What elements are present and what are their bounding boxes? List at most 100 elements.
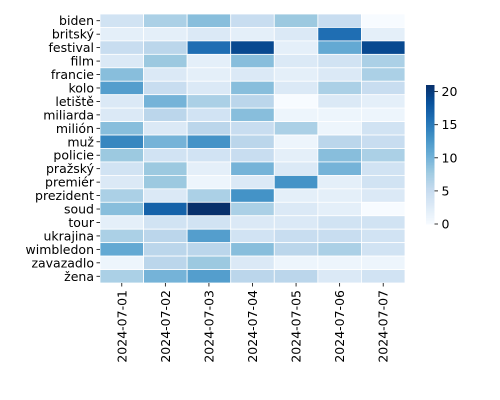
heatmap-cell <box>186 94 232 109</box>
colorbar-segment <box>426 134 435 137</box>
colorbar-segment <box>426 187 435 190</box>
heatmap-cell <box>99 269 144 284</box>
heatmap-cell <box>361 107 406 123</box>
heatmap-cell <box>230 269 275 284</box>
colorbar-tick-label: 0 <box>442 217 450 232</box>
heatmap-cell <box>99 80 144 96</box>
colorbar-segment <box>426 106 435 109</box>
y-tick-label: žena <box>64 269 94 284</box>
colorbar-segment <box>426 179 435 182</box>
heatmap-cell <box>143 27 188 42</box>
heatmap-cell <box>143 215 188 230</box>
heatmap-cell <box>317 255 362 270</box>
heatmap-cell <box>361 67 406 82</box>
heatmap-cell <box>273 67 319 82</box>
heatmap-cell <box>143 228 188 244</box>
heatmap-cell <box>230 161 275 176</box>
heatmap-cell <box>361 161 406 176</box>
colorbar-segment <box>426 144 435 147</box>
heatmap-cell <box>143 67 188 82</box>
colorbar-segment <box>426 190 435 193</box>
heatmap-cell <box>99 161 144 176</box>
heatmap-cell <box>317 161 362 176</box>
colorbar-segment <box>426 91 435 94</box>
colorbar-tick-label: 10 <box>442 150 458 165</box>
heatmap-cell <box>361 255 406 270</box>
heatmap-cell <box>186 242 232 257</box>
heatmap-cell <box>361 134 406 149</box>
colorbar-segment <box>426 209 435 212</box>
heatmap-cell <box>317 53 362 69</box>
colorbar-segment <box>426 199 435 202</box>
heatmap-cell <box>361 174 406 190</box>
heatmap-cell <box>143 80 188 96</box>
colorbar-segment <box>426 103 435 106</box>
heatmap-cell <box>99 67 144 82</box>
heatmap-cell <box>143 13 188 28</box>
y-tick-label: zavazadlo <box>31 255 94 270</box>
heatmap-cell <box>186 188 232 203</box>
heatmap-cell <box>99 201 144 217</box>
colorbar-segment <box>426 202 435 205</box>
colorbar-segment <box>426 131 435 134</box>
colorbar-segment <box>426 142 435 145</box>
colorbar-segment <box>426 162 435 165</box>
heatmap-cell <box>361 13 406 28</box>
heatmap-cell <box>273 80 319 96</box>
heatmap-cell <box>186 269 232 284</box>
heatmap-cell <box>143 174 188 190</box>
colorbar-segment <box>426 99 435 102</box>
heatmap-cell <box>230 80 275 96</box>
heatmap-cell <box>230 40 275 55</box>
heatmap-cell <box>230 148 275 163</box>
heatmap-cell <box>186 148 232 163</box>
heatmap-cell <box>273 121 319 136</box>
colorbar-segment <box>426 169 435 172</box>
colorbar-tick-label: 5 <box>442 183 450 198</box>
heatmap-cell <box>273 215 319 230</box>
heatmap-cell <box>273 13 319 28</box>
heatmap-cell <box>230 53 275 69</box>
heatmap-cells <box>99 13 406 284</box>
heatmap-cell <box>230 94 275 109</box>
heatmap-cell <box>317 13 362 28</box>
heatmap-cell <box>186 53 232 69</box>
colorbar-segment <box>426 157 435 160</box>
y-tick-label: muž <box>67 134 94 149</box>
heatmap-cell <box>361 27 406 42</box>
colorbar-segment <box>426 119 435 122</box>
colorbar-segment <box>426 156 435 159</box>
colorbar-segment <box>426 177 435 180</box>
colorbar-segment <box>426 88 435 91</box>
y-tick-label: policie <box>53 148 94 163</box>
colorbar-segment <box>426 182 435 185</box>
colorbar-segment <box>426 137 435 141</box>
heatmap-cell <box>317 121 362 136</box>
heatmap-cell <box>361 201 406 217</box>
heatmap-cell <box>361 228 406 244</box>
heatmap-cell <box>361 40 406 55</box>
y-tick-label: britský <box>52 27 95 42</box>
y-tick-label: kolo <box>68 80 94 95</box>
colorbar-segment <box>426 176 435 179</box>
heatmap-cell <box>273 242 319 257</box>
heatmap-cell <box>230 201 275 217</box>
colorbar-segment <box>426 180 435 184</box>
heatmap-cell <box>99 134 144 149</box>
heatmap-cell <box>143 107 188 123</box>
heatmap-cell <box>317 107 362 123</box>
heatmap-cell <box>317 134 362 149</box>
heatmap-cell <box>361 242 406 257</box>
y-tick-label: francie <box>51 67 94 82</box>
colorbar-segment <box>426 197 435 200</box>
y-tick-label: wimbledon <box>26 242 94 257</box>
heatmap-cell <box>99 242 144 257</box>
heatmap-cell <box>99 174 144 190</box>
heatmap-cell <box>361 188 406 203</box>
heatmap-cell <box>230 13 275 28</box>
heatmap-cell <box>317 40 362 55</box>
heatmap-cell <box>230 188 275 203</box>
heatmap-cell <box>186 121 232 136</box>
y-tick-label: miliarda <box>43 107 94 122</box>
